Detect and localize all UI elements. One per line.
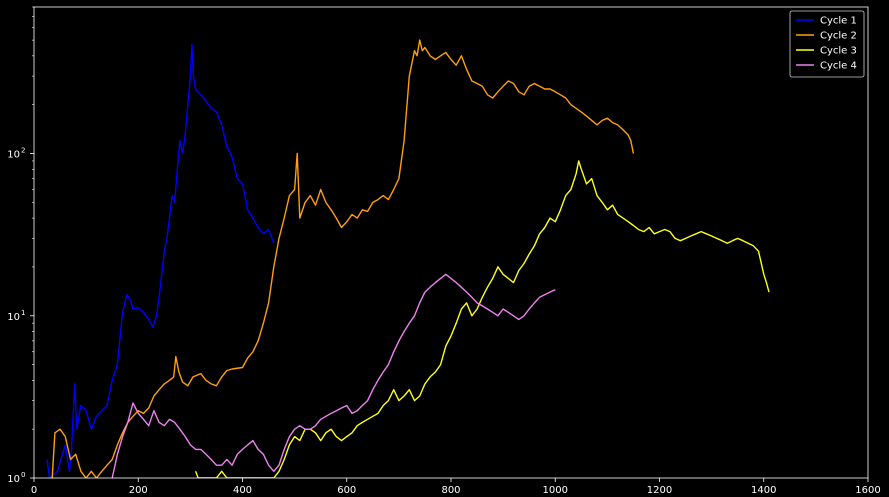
y-tick-exponent: 0 [21,471,25,479]
y-tick-label: 10 [7,150,20,161]
x-tick-label: 1200 [647,485,672,496]
legend-label: Cycle 1 [820,16,857,27]
series-line-cycle-1 [46,43,275,478]
y-tick-exponent: 2 [21,147,25,155]
y-tick-exponent: 1 [21,309,25,317]
legend: Cycle 1 Cycle 2 Cycle 3 Cycle 4 [789,10,865,78]
legend-label: Cycle 2 [820,31,857,42]
series-layer [46,39,770,478]
x-tick-label: 800 [441,485,460,496]
legend-box [789,10,865,78]
x-tick-label: 1000 [543,485,568,496]
x-tick-label: 1400 [751,485,776,496]
y-tick-label: 10 [7,312,20,323]
series-line-cycle-2 [51,39,635,478]
x-tick-label: 400 [233,485,252,496]
y-tick-label: 10 [7,474,20,485]
x-tick-label: 1600 [855,485,880,496]
plot-area [34,7,868,478]
legend-label: Cycle 3 [820,46,857,57]
x-tick-label: 200 [129,485,148,496]
x-tick-label: 600 [337,485,356,496]
x-axis: 0 200 400 600 800 1000 1200 1400 1600 [31,478,881,496]
series-line-cycle-4 [111,273,556,478]
x-tick-label: 0 [31,485,37,496]
legend-label: Cycle 4 [820,61,857,72]
